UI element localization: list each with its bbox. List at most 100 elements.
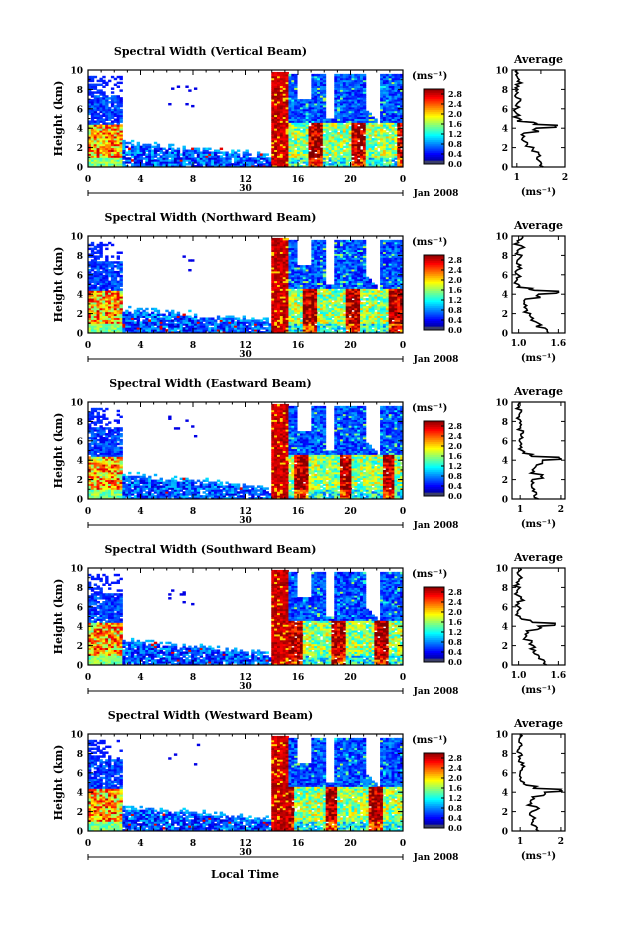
colorbar-tick-label: 0.8 [448, 471, 462, 481]
avg-y-tick-label: 10 [495, 731, 508, 741]
avg-x-tick-label: 1.6 [551, 339, 567, 349]
y-tick-label: 8 [77, 86, 83, 96]
average-panel: Average 0 2 4 6 8 10 1.0 1.6 (ms⁻¹) [495, 551, 566, 696]
average-title: Average [513, 385, 563, 398]
avg-y-tick-label: 6 [502, 437, 508, 447]
average-profile-line [516, 733, 563, 832]
y-tick-label: 0 [77, 662, 83, 672]
avg-y-tick-label: 2 [502, 642, 508, 652]
colorbar-tick-label: 1.2 [448, 627, 462, 637]
avg-y-tick-label: 4 [502, 291, 508, 301]
colorbar-tick-label: 2.4 [448, 99, 462, 109]
x-tick-label: 0 [400, 175, 406, 185]
x-tick-label: 8 [190, 175, 196, 185]
colorbar-tick-label: 0.0 [448, 325, 462, 335]
colorbar [424, 587, 444, 663]
y-tick-label: 6 [77, 105, 83, 115]
heatmap-cells [88, 71, 404, 168]
x-tick-label: 20 [344, 175, 357, 185]
panel-3: Spectral Width (Eastward Beam)0 4 8 12 16 20 0… [52, 377, 566, 531]
x-tick-label: 12 [239, 175, 252, 185]
panel-5: Spectral Width (Westward Beam)0 4 8 12 16 20 0… [52, 709, 566, 863]
colorbar-tick-label: 1.6 [448, 119, 462, 129]
y-tick-label: 4 [77, 623, 83, 633]
panel-4: Spectral Width (Southward Beam)0 4 8 12 16 20… [52, 543, 566, 697]
avg-y-tick-label: 0 [502, 330, 508, 340]
y-tick-label: 8 [77, 584, 83, 594]
avg-x-label: (ms⁻¹) [521, 851, 556, 862]
x-tick-label: 0 [400, 839, 406, 849]
x-tick-label: 12 [239, 839, 252, 849]
day-label: 30 [239, 350, 252, 360]
panel-1: Spectral Width (Vertical Beam)0 4 8 12 16 20 0… [52, 45, 568, 199]
colorbar-unit: (ms⁻¹) [412, 569, 447, 580]
y-tick-label: 2 [77, 808, 83, 818]
average-profile-line [511, 567, 556, 666]
avg-x-label: (ms⁻¹) [521, 353, 556, 364]
x-tick-label: 16 [292, 673, 305, 683]
colorbar-tick-label: 1.2 [448, 129, 462, 139]
colorbar-tick-label: 2.8 [448, 421, 462, 431]
day-label: 30 [239, 516, 252, 526]
avg-y-tick-label: 0 [502, 496, 508, 506]
x-tick-label: 12 [239, 341, 252, 351]
colorbar-tick-label: 2.0 [448, 607, 462, 617]
y-tick-label: 6 [77, 437, 83, 447]
y-tick-label: 6 [77, 769, 83, 779]
x-tick-label: 0 [85, 507, 91, 517]
date-label: Jan 2008 [413, 687, 459, 697]
colorbar-tick-label: 2.8 [448, 255, 462, 265]
x-tick-label: 16 [292, 175, 305, 185]
y-tick-label: 0 [77, 330, 83, 340]
avg-y-tick-label: 2 [502, 476, 508, 486]
y-tick-label: 10 [70, 565, 83, 575]
colorbar-tick-label: 0.0 [448, 159, 462, 169]
average-profile-line [511, 69, 559, 168]
colorbar-tick-label: 2.4 [448, 763, 462, 773]
x-tick-label: 0 [400, 341, 406, 351]
colorbar-frame [423, 420, 445, 497]
panel-title: Spectral Width (Northward Beam) [105, 211, 317, 224]
average-title: Average [513, 219, 563, 232]
x-tick-label: 12 [239, 507, 252, 517]
avg-x-label: (ms⁻¹) [521, 519, 556, 530]
y-tick-label: 0 [77, 828, 83, 838]
y-axis-label: Height (km) [52, 413, 65, 489]
y-tick-label: 0 [77, 496, 83, 506]
avg-y-tick-label: 10 [495, 565, 508, 575]
y-tick-label: 2 [77, 476, 83, 486]
colorbar-tick-label: 2.8 [448, 89, 462, 99]
x-tick-label: 8 [190, 341, 196, 351]
y-tick-label: 0 [77, 164, 83, 174]
colorbar-unit: (ms⁻¹) [412, 237, 447, 248]
avg-x-tick-label: 1.0 [511, 671, 527, 681]
x-tick-label: 4 [137, 839, 143, 849]
avg-y-tick-label: 6 [502, 271, 508, 281]
colorbar-tick-label: 1.6 [448, 783, 462, 793]
avg-y-tick-label: 2 [502, 808, 508, 818]
avg-y-tick-label: 4 [502, 457, 508, 467]
average-title: Average [513, 717, 563, 730]
average-panel: Average 0 2 4 6 8 10 1.0 1.6 (ms⁻¹) [495, 219, 566, 364]
colorbar-unit: (ms⁻¹) [412, 71, 447, 82]
colorbar [424, 753, 444, 829]
colorbar-tick-label: 1.6 [448, 285, 462, 295]
colorbar-tick-label: 0.0 [448, 823, 462, 833]
y-tick-label: 10 [70, 233, 83, 243]
heatmap-cells [88, 735, 404, 832]
x-axis-label: Local Time [211, 868, 279, 881]
x-tick-label: 16 [292, 341, 305, 351]
date-label: Jan 2008 [413, 853, 459, 863]
avg-x-tick-label: 2 [558, 837, 564, 847]
avg-y-tick-label: 4 [502, 623, 508, 633]
avg-y-tick-label: 8 [502, 252, 508, 262]
colorbar-tick-label: 0.4 [448, 481, 462, 491]
colorbar-tick-label: 1.6 [448, 451, 462, 461]
x-tick-label: 16 [292, 507, 305, 517]
avg-y-tick-label: 8 [502, 418, 508, 428]
colorbar-frame [423, 752, 445, 829]
date-label: Jan 2008 [413, 189, 459, 199]
y-tick-label: 4 [77, 291, 83, 301]
